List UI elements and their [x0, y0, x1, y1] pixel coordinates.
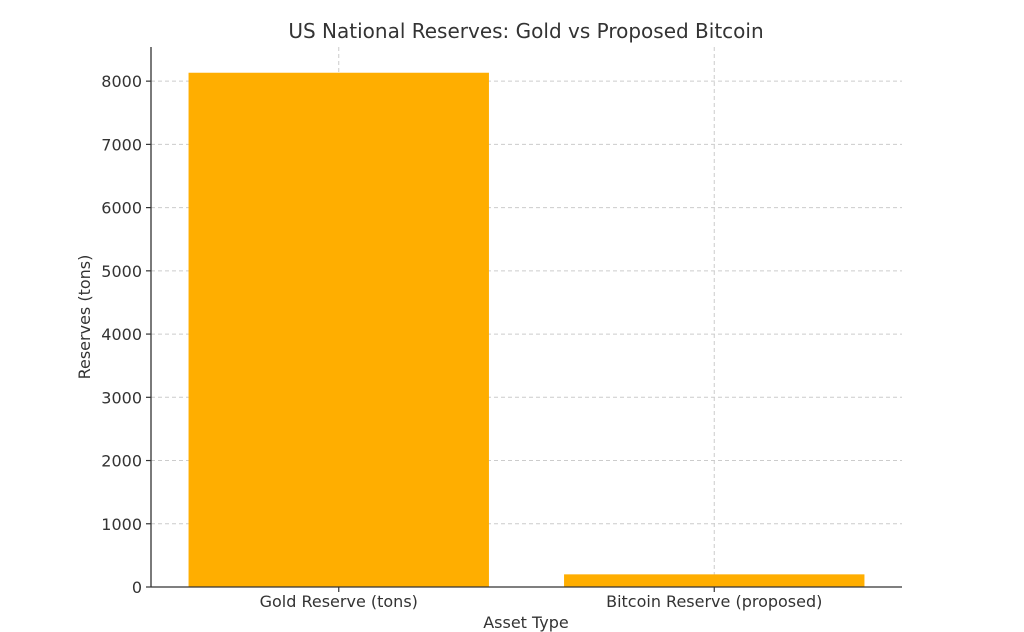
- bars: [188, 72, 865, 588]
- y-tick-label: 2000: [101, 452, 142, 471]
- y-tick-label: 1000: [101, 515, 142, 534]
- bar: [564, 574, 865, 587]
- y-tick-label: 5000: [101, 262, 142, 281]
- x-tick-label: Bitcoin Reserve (proposed): [606, 592, 822, 611]
- x-ticks: Gold Reserve (tons) Bitcoin Reserve (prop…: [260, 587, 822, 611]
- y-tick-label: 4000: [101, 325, 142, 344]
- chart-title: US National Reserves: Gold vs Proposed B…: [288, 19, 763, 43]
- y-tick-label: 0: [132, 578, 142, 597]
- y-tick-label: 8000: [101, 72, 142, 91]
- x-tick-label: Gold Reserve (tons): [260, 592, 418, 611]
- y-axis-title: Reserves (tons): [75, 255, 94, 380]
- y-tick-label: 3000: [101, 388, 142, 407]
- y-tick-label: 6000: [101, 199, 142, 218]
- x-axis-title: Asset Type: [483, 613, 569, 632]
- y-ticks: 0 1000 2000 3000 4000 5000 6000 7000 8000: [101, 72, 151, 597]
- bar: [188, 72, 489, 588]
- y-tick-label: 7000: [101, 135, 142, 154]
